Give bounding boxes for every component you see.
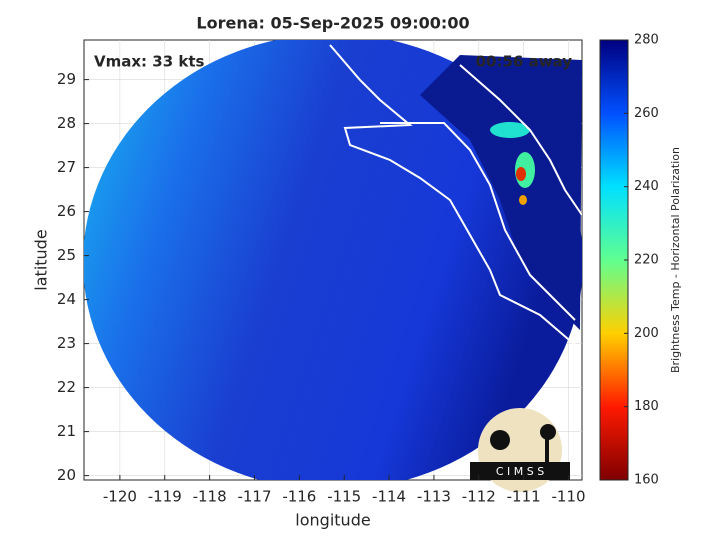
x-tick-label: -118	[193, 488, 227, 506]
x-tick-label: -113	[417, 488, 451, 506]
satellite-image	[84, 40, 582, 480]
logo-text: C I M S S	[496, 465, 544, 478]
y-tick-label: 25	[57, 246, 76, 264]
colorbar	[599, 39, 629, 481]
y-tick-label: 27	[57, 158, 76, 176]
x-tick-label: -116	[282, 488, 316, 506]
chart-title: Lorena: 05-Sep-2025 09:00:00	[196, 14, 469, 33]
y-tick-label: 21	[57, 422, 76, 440]
annotation: Vmax: 33 kts	[94, 53, 204, 71]
y-axis-label: latitude	[32, 229, 51, 290]
y-tick-label: 24	[57, 290, 76, 308]
y-tick-label: 23	[57, 334, 76, 352]
x-tick-label: -119	[148, 488, 182, 506]
x-tick-label: -110	[552, 488, 586, 506]
colorbar-tick-label: 180	[634, 399, 659, 414]
x-tick-label: -112	[462, 488, 496, 506]
x-tick-label: -114	[372, 488, 406, 506]
annotation: 00:56 away	[476, 53, 573, 71]
y-tick-label: 26	[57, 202, 76, 220]
x-axis-label: longitude	[295, 511, 370, 530]
y-tick-label: 28	[57, 114, 76, 132]
colorbar-tick-label: 260	[634, 106, 659, 121]
y-tick-label: 22	[57, 378, 76, 396]
logo: C I M S S	[470, 408, 570, 492]
x-tick-label: -115	[327, 488, 361, 506]
colorbar-label: Brightness Temp - Horizontal Polarizatio…	[669, 147, 682, 373]
colorbar-tick-label: 220	[634, 253, 659, 268]
y-tick-label: 29	[57, 70, 76, 88]
y-tick-label: 20	[57, 466, 76, 484]
colorbar-tick-label: 240	[634, 179, 659, 194]
colorbar-tick-label: 160	[634, 473, 659, 488]
colorbar-tick-label: 200	[634, 326, 659, 341]
x-tick-label: -120	[103, 488, 137, 506]
x-tick-label: -111	[507, 488, 541, 506]
colorbar-tick-label: 280	[634, 33, 659, 48]
x-tick-label: -117	[237, 488, 271, 506]
